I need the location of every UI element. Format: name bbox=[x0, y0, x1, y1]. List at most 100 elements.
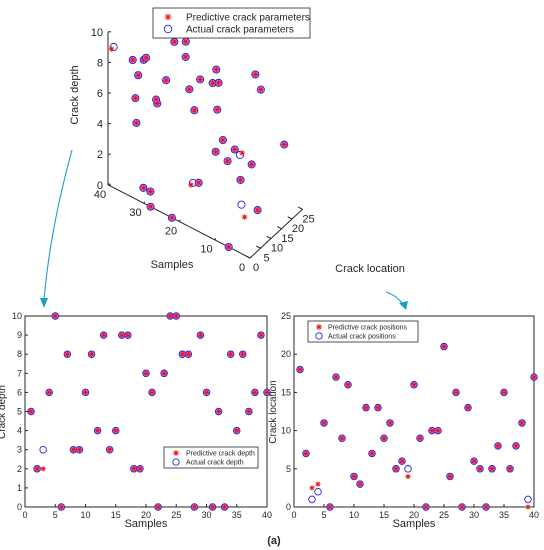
depth-ytick-label: 4 bbox=[17, 426, 22, 436]
chart-3d-predicted-point bbox=[140, 185, 147, 191]
depth-predicted-point bbox=[125, 332, 131, 338]
location-predicted-point bbox=[519, 420, 525, 426]
depth-xtick-label: 25 bbox=[171, 510, 181, 520]
depth-predicted-point bbox=[137, 466, 143, 472]
legend-circle-marker bbox=[315, 332, 323, 340]
location-predicted-point bbox=[303, 450, 309, 457]
depth-predicted-point bbox=[34, 466, 40, 472]
location-predicted-point bbox=[483, 504, 489, 510]
location-predicted-point bbox=[465, 405, 471, 411]
chart-3d-xtick-mark bbox=[256, 245, 261, 249]
chart-3d-xtick-label: 5 bbox=[263, 252, 269, 264]
chart-3d-xtick-mark bbox=[287, 216, 293, 220]
chart-depth-ylabel: Crack depth bbox=[0, 385, 8, 439]
chart-3d-predicted-point bbox=[209, 80, 216, 86]
chart-3d-xtick-label: 10 bbox=[271, 243, 283, 255]
chart-depth-legend-pred: Predictive crack depth bbox=[186, 451, 255, 458]
location-ytick-label: 5 bbox=[286, 464, 291, 474]
location-ytick-label: 15 bbox=[281, 387, 291, 397]
location-predicted-point bbox=[453, 389, 459, 395]
location-xtick-label: 30 bbox=[469, 510, 479, 520]
depth-predicted-point bbox=[185, 351, 191, 357]
chart-3d-predicted-point bbox=[254, 207, 261, 213]
arrow-right bbox=[385, 291, 408, 310]
chart-3d-predicted-point bbox=[248, 161, 255, 168]
depth-predicted-point bbox=[264, 389, 270, 395]
chart-3d-xtick-mark bbox=[266, 235, 272, 239]
depth-predicted-point bbox=[234, 428, 240, 434]
location-xtick-label: 25 bbox=[439, 510, 449, 520]
location-ytick-label: 10 bbox=[281, 426, 291, 436]
chart-3d-predicted-point bbox=[239, 150, 245, 156]
depth-ytick-label: 0 bbox=[17, 502, 22, 512]
legend-circle-marker bbox=[172, 458, 180, 466]
depth-predicted-point bbox=[216, 408, 222, 415]
chart-3d-predicted-point bbox=[147, 203, 154, 210]
depth-predicted-point bbox=[40, 466, 46, 472]
location-predicted-point bbox=[501, 389, 507, 395]
location-xtick-label: 20 bbox=[409, 510, 419, 520]
location-predicted-point bbox=[309, 485, 315, 491]
depth-predicted-point bbox=[82, 389, 89, 395]
depth-predicted-point bbox=[161, 370, 167, 376]
chart-3d-predicted-point bbox=[143, 54, 149, 61]
depth-predicted-point bbox=[258, 332, 264, 338]
depth-predicted-point bbox=[228, 351, 234, 357]
chart-3d-predicted-point bbox=[197, 76, 203, 83]
location-predicted-point bbox=[351, 473, 357, 480]
depth-xtick-label: 20 bbox=[141, 510, 151, 520]
chart-3d-predicted-point bbox=[258, 86, 264, 93]
chart-3d-predicted-point bbox=[171, 39, 178, 45]
chart-3d-predicted-point bbox=[214, 106, 221, 113]
location-predicted-point bbox=[339, 435, 345, 441]
location-predicted-point bbox=[471, 458, 477, 464]
chart-3d-xtick-mark bbox=[277, 226, 282, 230]
chart-3d-xtick-mark bbox=[298, 206, 303, 210]
chart-depth-legend-actual: Actual crack depth bbox=[186, 460, 244, 467]
depth-predicted-point bbox=[197, 332, 204, 338]
location-predicted-point bbox=[387, 420, 393, 426]
chart-3d-predicted-point bbox=[252, 71, 259, 78]
chart-3d-predicted-point bbox=[220, 137, 226, 143]
chart-3d-predicted-point bbox=[133, 120, 140, 126]
location-predicted-point bbox=[423, 504, 429, 510]
location-xtick-label: 40 bbox=[529, 510, 539, 520]
location-actual-point bbox=[404, 465, 412, 473]
depth-xtick-label: 40 bbox=[262, 510, 272, 520]
chart-3d-predicted-point bbox=[182, 54, 189, 60]
chart-3d-legend: Predictive crack parameters Actual crack… bbox=[152, 7, 311, 39]
location-predicted-point bbox=[477, 466, 483, 472]
depth-xtick-label: 0 bbox=[22, 510, 27, 520]
chart-3d-predicted-point bbox=[213, 66, 220, 73]
depth-predicted-point bbox=[52, 313, 58, 319]
chart-3d-xtick-label: 25 bbox=[302, 213, 314, 225]
chart-3d-ylabel: Samples bbox=[151, 259, 194, 271]
chart-3d-predicted-point bbox=[163, 77, 169, 84]
depth-ytick-label: 7 bbox=[17, 368, 22, 378]
chart-3d-predicted-point bbox=[195, 179, 202, 186]
depth-ytick-label: 8 bbox=[17, 349, 22, 359]
location-predicted-point bbox=[399, 458, 405, 464]
depth-xtick-label: 30 bbox=[201, 510, 211, 520]
chart-3d-ztick-label: 4 bbox=[97, 119, 103, 131]
depth-predicted-point bbox=[222, 504, 228, 510]
chart-depth-legend: Predictive crack depth Actual crack dept… bbox=[163, 446, 259, 469]
chart-3d-predicted-point bbox=[281, 141, 288, 148]
location-predicted-point bbox=[435, 428, 441, 434]
location-predicted-point bbox=[459, 504, 465, 510]
chart-3d-xtick-mark bbox=[245, 255, 251, 259]
arrow-left bbox=[40, 149, 73, 308]
location-predicted-point bbox=[327, 504, 333, 510]
legend-circle-marker bbox=[163, 24, 173, 34]
depth-predicted-point bbox=[155, 504, 161, 510]
location-ytick-label: 0 bbox=[286, 502, 291, 512]
chart-location-frame bbox=[293, 315, 535, 508]
chart-depth-frame bbox=[24, 315, 268, 508]
location-predicted-point bbox=[393, 466, 399, 472]
depth-xtick-label: 15 bbox=[111, 510, 121, 520]
chart-3d-ztick-label: 2 bbox=[97, 149, 103, 161]
location-actual-point bbox=[314, 487, 322, 496]
location-predicted-point bbox=[381, 435, 387, 441]
location-xtick-label: 5 bbox=[321, 510, 326, 520]
